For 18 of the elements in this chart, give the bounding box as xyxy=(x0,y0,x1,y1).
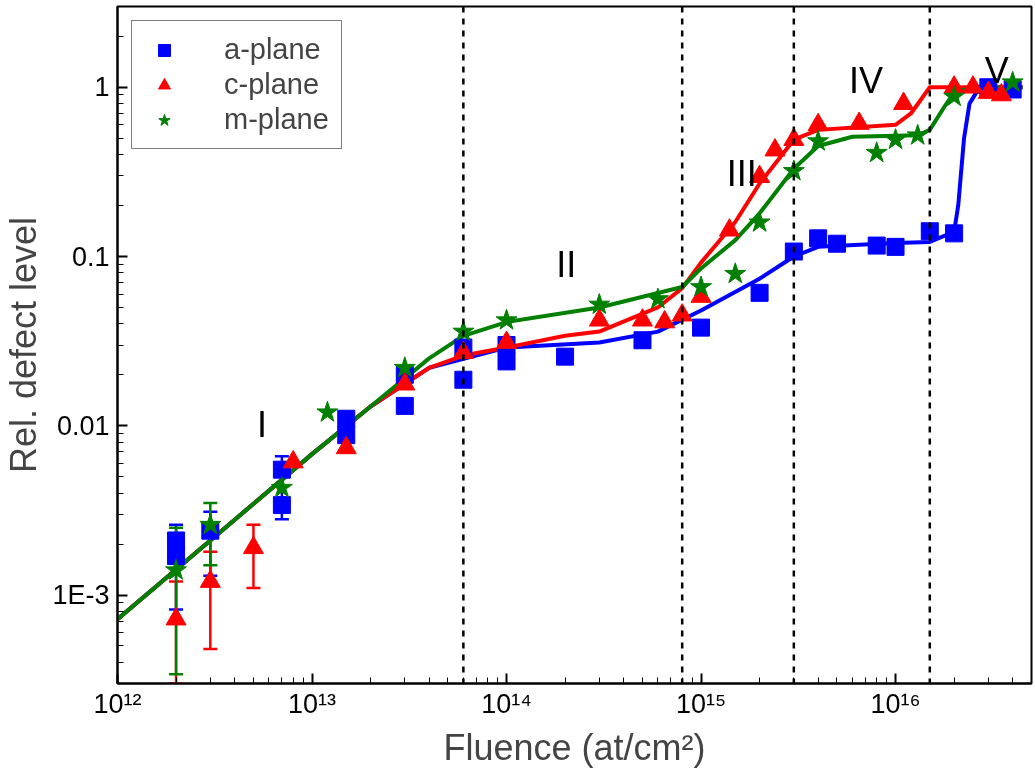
y-tick-label: 0.01 xyxy=(56,410,110,441)
y-axis-title: Rel. defect level xyxy=(3,216,45,474)
y-tick-label: 1E-3 xyxy=(52,580,110,610)
x-tick-label: 10¹⁶ xyxy=(870,688,921,719)
x-tick-label: 10¹⁴ xyxy=(481,688,532,719)
x-tick-label: 10¹² xyxy=(93,688,142,719)
x-tick-label: 10¹³ xyxy=(288,688,337,719)
legend-label: c-plane xyxy=(224,68,320,101)
annotation: I xyxy=(256,404,267,446)
y-tick-label: 0.1 xyxy=(71,241,110,272)
annotation: IV xyxy=(849,60,884,102)
legend-label: a-plane xyxy=(224,33,321,66)
annotation: III xyxy=(726,153,757,195)
y-tick-label: 1 xyxy=(94,72,110,103)
legend-label: m-plane xyxy=(224,103,329,136)
x-tick-label: 10¹⁵ xyxy=(675,688,727,719)
annotation: II xyxy=(556,243,577,285)
x-axis-title: Fluence (at/cm²) xyxy=(443,726,706,768)
